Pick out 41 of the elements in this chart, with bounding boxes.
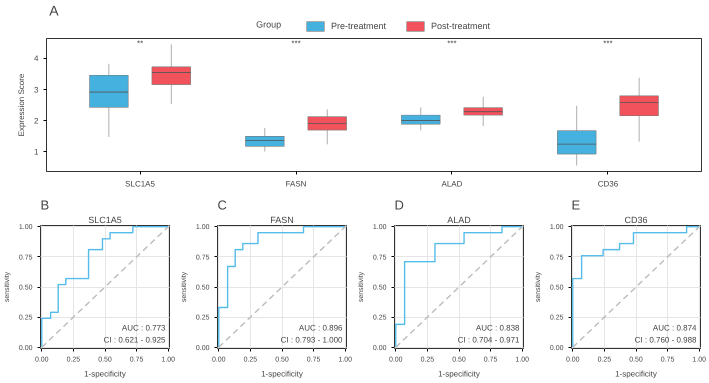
line-series [572, 226, 700, 348]
x-axis-title: 1-specificity [261, 370, 303, 378]
line-series [218, 226, 346, 348]
annotation: *** [603, 39, 613, 48]
annotation: AUC : 0.896 [298, 324, 344, 332]
legend-label: Pre-treatment [331, 21, 386, 31]
text: A [49, 2, 60, 18]
annotation: CI : 0.621 - 0.925 [104, 336, 166, 344]
x-tick-label: SLC1A5 [125, 180, 156, 188]
line-series [395, 226, 523, 348]
x-axis-title: 1-specificity [84, 370, 126, 378]
annotation: CI : 0.704 - 0.971 [458, 336, 520, 344]
x-axis-title: 1-specificity [438, 370, 480, 378]
x-axis-title: 1-specificity [615, 370, 657, 378]
annotation: *** [291, 39, 301, 48]
y-tick-label: 2 [34, 116, 40, 126]
annotation: CI : 0.760 - 0.988 [634, 336, 698, 344]
x-tick-label: ALAD [442, 180, 463, 188]
chart-title: ALAD [447, 215, 472, 225]
annotation: *** [447, 39, 457, 48]
text: E [572, 198, 580, 212]
text: B [40, 198, 50, 212]
annotation: AUC : 0.874 [652, 324, 698, 332]
legend-label: Post-treatment [431, 21, 490, 31]
annotation: AUC : 0.838 [476, 324, 520, 332]
chart-title: CD36 [624, 215, 648, 225]
x-tick-label: FASN [286, 180, 307, 188]
y-tick-label: 3 [34, 85, 40, 94]
annotation: CI : 0.793 - 1.000 [280, 336, 344, 344]
line-series [41, 226, 169, 348]
annotation: AUC : 0.773 [122, 324, 166, 332]
y-tick-label: 4 [34, 54, 40, 64]
text: D [394, 198, 404, 212]
annotation: ** [136, 39, 144, 48]
text: C [218, 198, 227, 212]
x-tick-label: CD36 [598, 180, 619, 188]
chart-title: FASN [270, 215, 294, 225]
y-axis-title: Expression Score [17, 73, 26, 136]
chart-title: SLC1A5 [88, 215, 122, 225]
y-tick-label: 1 [34, 148, 40, 157]
legend-title: Group [256, 20, 282, 30]
